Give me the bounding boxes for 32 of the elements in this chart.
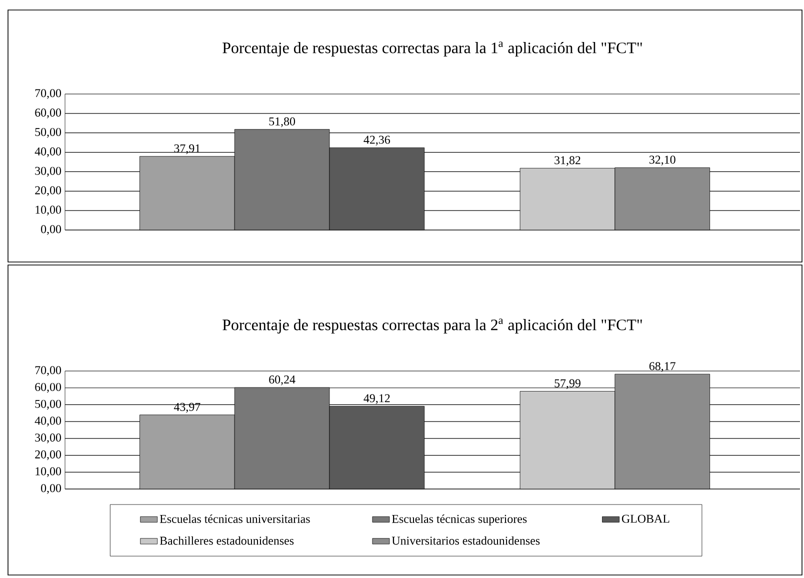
- legend-label: Escuelas técnicas universitarias: [160, 514, 310, 523]
- y-tick-label: 0,00: [41, 484, 62, 494]
- y-tick-label: 30,00: [35, 166, 62, 177]
- y-tick-label: 40,00: [34, 416, 62, 426]
- data-label: 49,12: [364, 394, 390, 404]
- y-tick-label: 0,00: [41, 225, 62, 235]
- y-tick-label: 70,00: [35, 366, 62, 376]
- y-tick-label: 20,00: [35, 186, 62, 196]
- y-tick-label: 60,00: [35, 382, 62, 393]
- legend-label: Universitarios estadounidenses: [392, 536, 540, 545]
- data-label: 32,10: [649, 156, 676, 166]
- y-tick-label: 10,00: [36, 206, 62, 216]
- data-label: 68,17: [649, 362, 676, 372]
- y-tick-label: 70,00: [35, 89, 62, 99]
- y-tick-label: 10,00: [36, 467, 62, 478]
- chart-title: Porcentaje de respuestas correctas para la 2$^{a}$ aplicación del "FCT": [222, 318, 642, 334]
- y-tick-label: 50,00: [35, 128, 62, 138]
- y-tick-label: 30,00: [35, 434, 62, 444]
- y-tick-label: 50,00: [35, 400, 62, 410]
- data-label: 60,24: [269, 375, 296, 386]
- legend-label: Escuelas técnicas superiores: [392, 514, 527, 526]
- legend-label: GLOBAL: [622, 514, 670, 523]
- data-label: 31,82: [554, 156, 580, 166]
- data-label: 42,36: [364, 136, 390, 146]
- data-label: 51,80: [269, 117, 296, 128]
- y-tick-label: 40,00: [34, 147, 62, 158]
- legend-label: Bachilleres estadounidenses: [160, 536, 294, 545]
- data-label: 57,99: [554, 379, 580, 390]
- y-tick-label: 20,00: [35, 450, 62, 460]
- data-label: 43,97: [174, 402, 200, 413]
- chart-title: Porcentaje de respuestas correctas para la 1$^{a}$ aplicación del "FCT": [222, 42, 642, 56]
- y-tick-label: 60,00: [35, 108, 62, 118]
